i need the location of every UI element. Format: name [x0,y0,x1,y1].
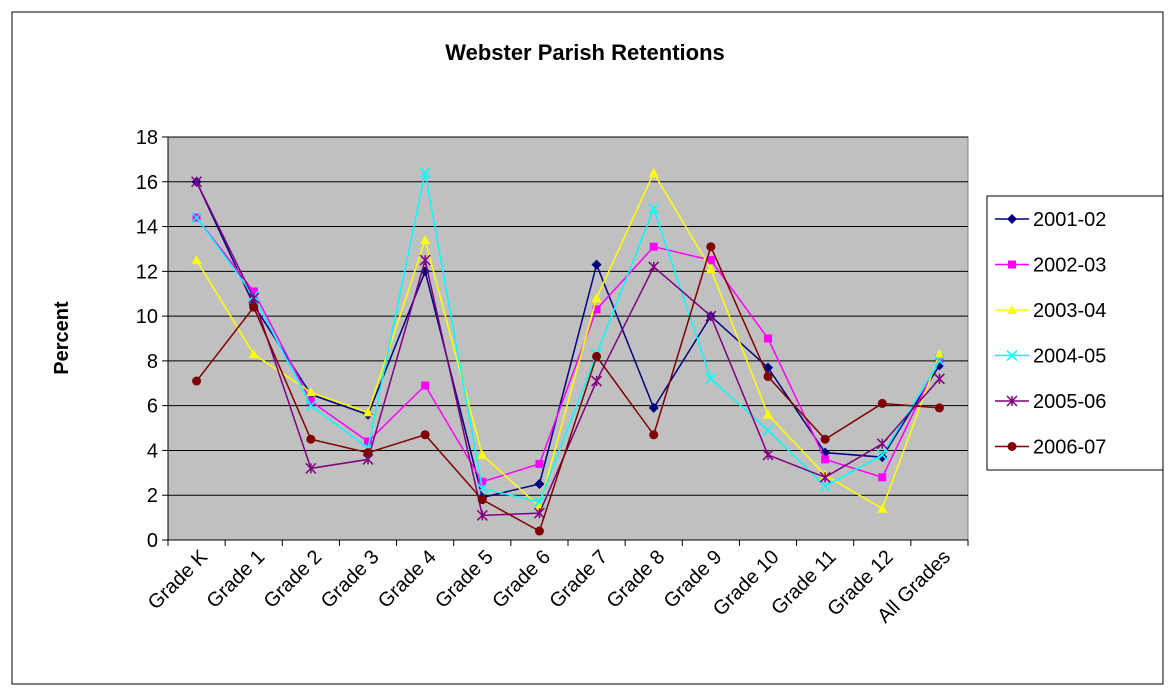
marker [705,310,717,322]
legend-label: 2003-04 [1033,300,1106,322]
series-line [195,172,941,503]
y-tick-label: 10 [136,306,158,328]
marker [476,509,488,521]
marker [478,477,487,486]
marker [648,261,660,273]
marker [305,462,317,474]
y-tick-label: 4 [147,440,158,462]
marker [419,167,431,179]
y-axis-label: Percent [51,301,73,375]
series-line [195,181,940,517]
y-tick-label: 0 [147,530,158,552]
marker [191,176,203,188]
marker [1006,395,1018,407]
marker [821,455,830,464]
marker [877,503,888,513]
marker [591,293,602,303]
legend-label: 2002-03 [1033,255,1106,277]
marker [1008,260,1016,269]
marker [248,349,259,359]
marker [419,254,431,266]
legend-label: 2001-02 [1033,209,1106,231]
marker [191,255,202,265]
y-tick-label: 14 [136,217,158,239]
marker [935,354,944,363]
marker [878,473,887,482]
legend-box [986,195,1164,471]
marker [306,397,315,406]
marker [1007,442,1017,451]
y-tick-label: 12 [136,261,158,283]
marker [477,449,488,459]
marker [1007,305,1017,314]
marker [249,302,259,312]
marker [420,430,430,440]
marker [819,471,831,483]
marker [763,409,773,419]
plot-area [167,136,969,541]
marker [934,403,944,413]
marker [364,437,372,446]
marker [249,287,258,296]
marker [476,482,488,495]
marker [762,449,774,461]
marker [762,424,774,436]
marker [764,334,772,343]
y-tick-label: 18 [136,127,158,149]
marker [763,372,773,382]
marker [534,479,545,490]
marker [591,259,602,270]
series-line [195,171,941,510]
marker [1007,214,1017,224]
marker [706,242,716,252]
marker [306,434,316,444]
legend-label: 2004-05 [1033,346,1106,368]
marker [191,212,203,224]
marker [705,373,717,385]
marker [305,387,316,397]
series-line [195,217,941,483]
marker [648,167,659,177]
marker [534,526,544,536]
marker [592,305,601,314]
y-tick-label: 6 [147,396,158,418]
marker [363,407,373,417]
marker [192,376,202,386]
marker [477,495,487,505]
marker [706,256,715,265]
marker [877,452,888,463]
legend-label: 2006-07 [1033,437,1106,459]
marker [649,242,658,251]
y-tick-label: 16 [136,172,158,194]
marker [363,448,373,458]
marker [877,398,887,408]
marker [648,203,660,215]
marker [933,373,945,385]
marker [876,449,888,461]
marker [934,349,945,359]
marker [533,507,545,519]
marker [591,375,603,387]
y-tick-label: 8 [147,351,158,373]
marker [648,402,659,413]
marker [649,430,659,440]
marker [592,351,602,361]
marker [535,459,544,468]
marker [876,438,888,450]
series-line [195,244,940,533]
marker [820,434,830,444]
marker [420,234,431,244]
legend-label: 2005-06 [1033,391,1106,413]
marker [1006,349,1018,362]
marker [248,292,260,304]
chart-title: Webster Parish Retentions [445,40,725,65]
marker [421,381,430,390]
marker [705,264,716,274]
marker [819,480,831,492]
marker [933,355,945,367]
y-tick-label: 2 [147,485,158,507]
marker [305,400,317,412]
